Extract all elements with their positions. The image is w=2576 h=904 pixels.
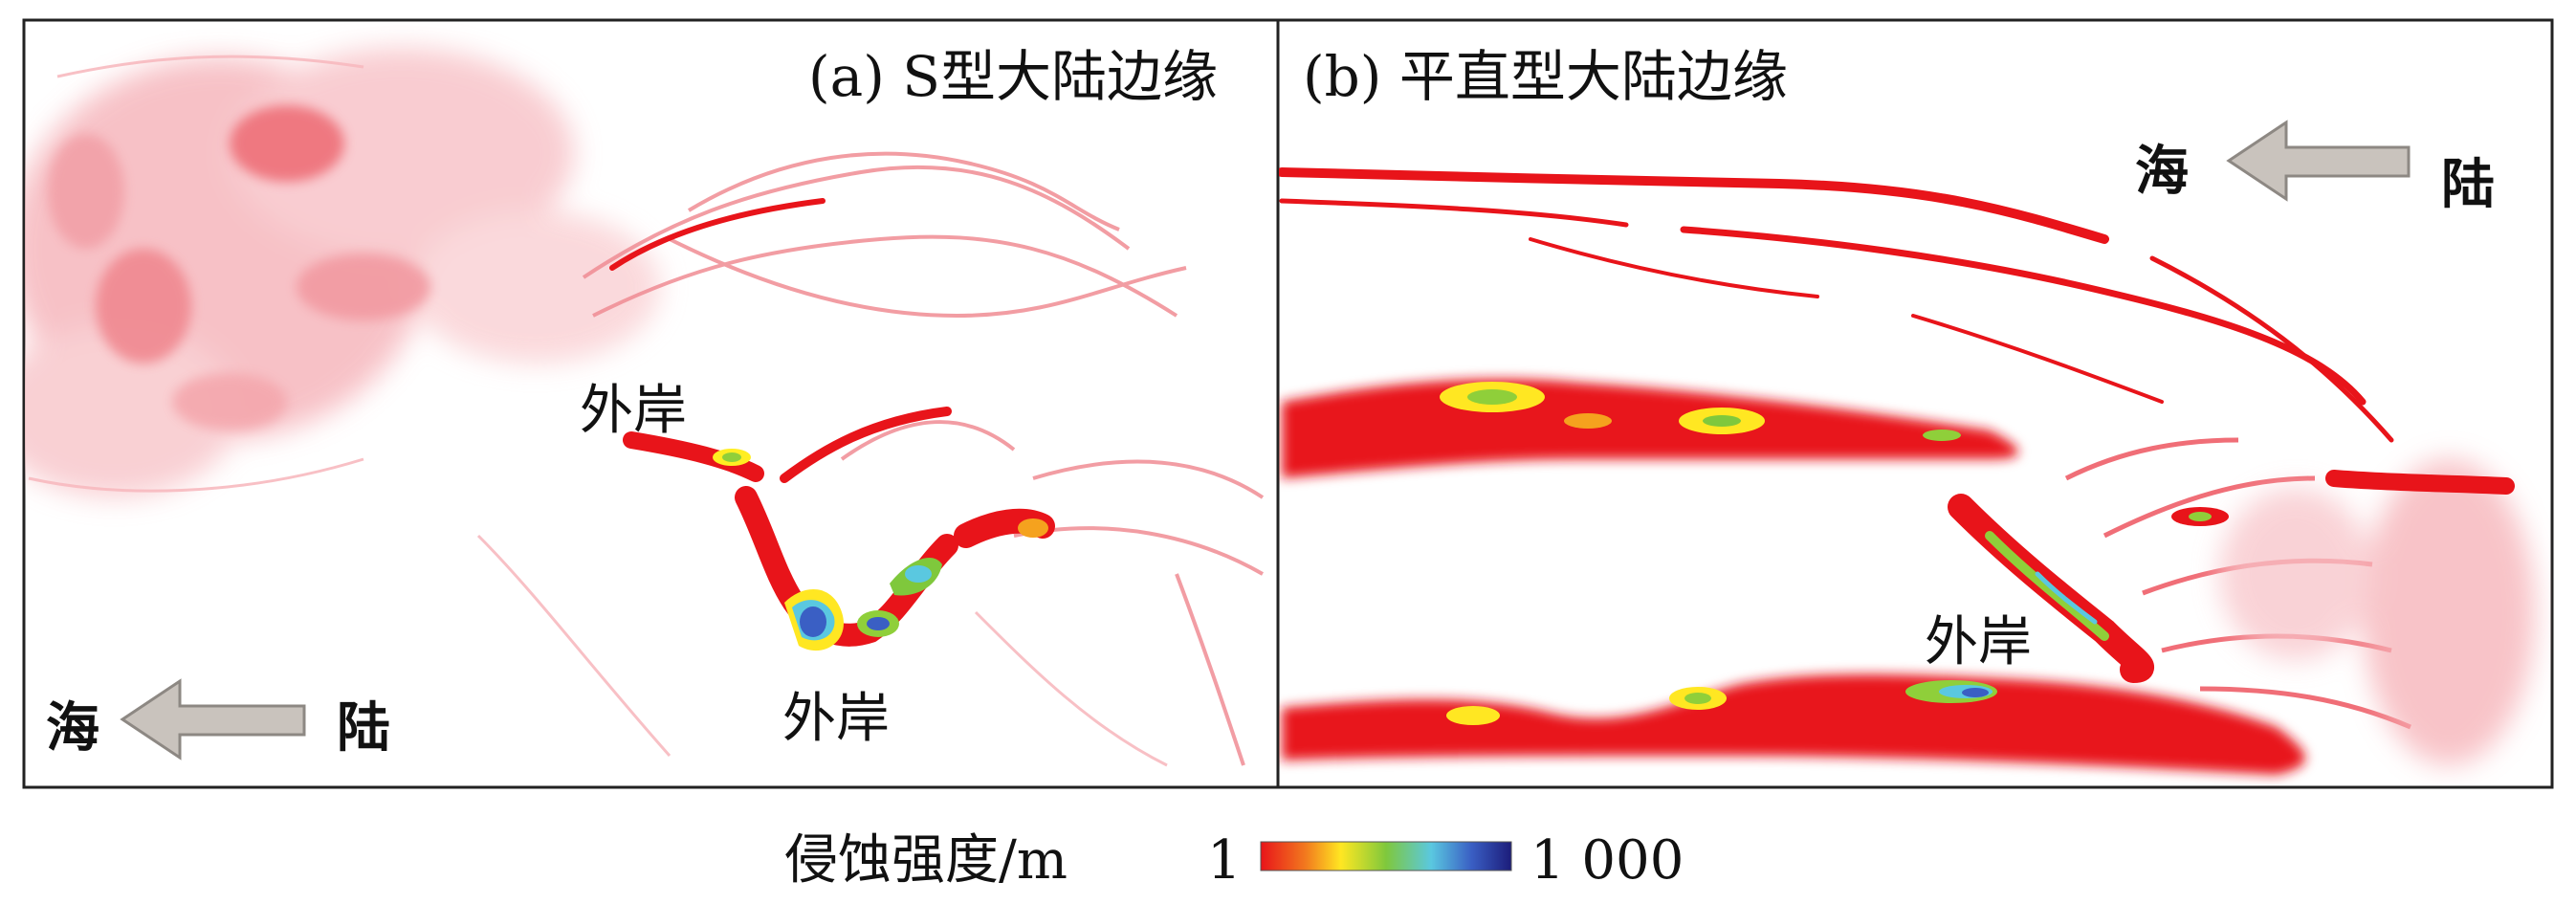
colorbar-min-label: 1 [1207,829,1242,892]
colorbar: 侵蚀强度/m 1 1 000 [784,829,1684,892]
panel-a-erosion-map [25,48,1265,767]
panel-a-land-label: 陆 [337,697,390,760]
panel-a: (a) S型大陆边缘 外岸 外岸 海 陆 [22,18,1280,789]
arrow-left-icon [2226,120,2411,202]
panel-b-direction-arrow [2226,120,2411,202]
panel-b-sea-label: 海 [2135,141,2189,203]
panel-b: (b) 平直型大陆边缘 外岸 海 陆 [1276,18,2554,789]
panel-a-title: (a) S型大陆边缘 [808,44,1218,109]
panel-a-outer-bank-label-1: 外岸 [580,380,687,442]
colorbar-title: 侵蚀强度/m [784,829,1068,892]
panel-b-land-label: 陆 [2441,154,2495,216]
panel-a-direction-arrow [120,678,306,761]
panel-a-sea-label: 海 [46,697,99,760]
colorbar-gradient [1260,841,1512,871]
panel-a-outer-bank-label-2: 外岸 [782,688,890,750]
arrow-left-icon [120,678,306,761]
panel-b-outer-bank-label: 外岸 [1925,611,2032,673]
panel-b-erosion-map [1279,120,2535,775]
panel-b-title: (b) 平直型大陆边缘 [1303,44,1788,109]
colorbar-max-label: 1 000 [1530,829,1684,892]
